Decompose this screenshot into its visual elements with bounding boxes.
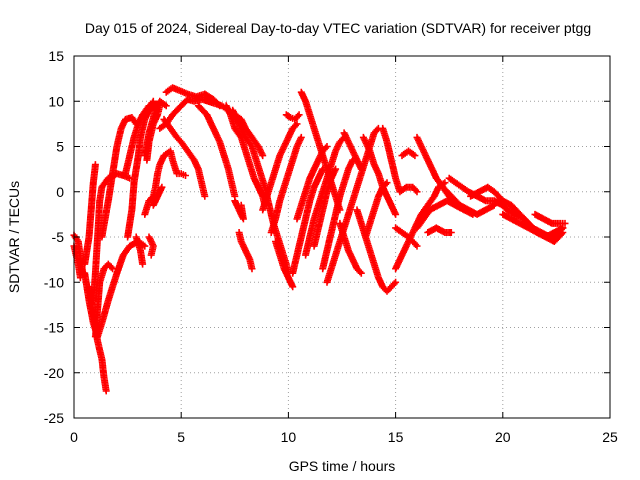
series-pass-28: [282, 111, 303, 123]
data-point-marker: [162, 102, 170, 110]
data-point-marker: [390, 280, 398, 288]
series-pass-49: [439, 183, 498, 218]
series-pass-53: [499, 210, 567, 241]
series-pass-20: [194, 102, 239, 200]
data-point-marker: [109, 265, 117, 273]
data-point-marker: [323, 143, 331, 150]
data-point-marker: [413, 242, 421, 250]
data-point-marker: [322, 144, 330, 152]
chart-title: Day 015 of 2024, Sidereal Day-to-day VTE…: [85, 20, 591, 36]
data-point-marker: [158, 183, 166, 191]
series-pass-31: [289, 165, 327, 277]
series-pass-38: [344, 124, 382, 218]
data-point-marker: [357, 269, 365, 277]
data-point-marker: [292, 121, 299, 129]
series-pass-11: [132, 233, 147, 268]
data-point-marker: [356, 268, 364, 276]
data-point-marker: [383, 179, 391, 187]
series-pass-10: [124, 97, 157, 241]
x-axis-ticks: 0 5 10 15 20 25: [70, 56, 618, 445]
data-point-marker: [141, 242, 149, 250]
data-point-marker: [319, 165, 327, 173]
series-pass-30: [293, 143, 331, 223]
y-tick-label: 0: [56, 184, 64, 200]
series-pass-45: [398, 147, 419, 160]
data-point-marker: [237, 201, 245, 209]
series-pass-33: [310, 165, 340, 250]
data-point-marker: [259, 152, 267, 160]
series-pass-05: [81, 161, 99, 268]
series-pass-18: [162, 84, 224, 110]
x-tick-label: 15: [388, 429, 404, 445]
series-pass-37: [336, 219, 365, 277]
series-pass-42: [379, 124, 421, 196]
series-pass-07: [91, 260, 117, 341]
data-point-marker: [297, 133, 305, 141]
series-pass-19: [160, 115, 209, 200]
x-tick-label: 10: [281, 429, 297, 445]
series-pass-24: [235, 229, 256, 273]
y-tick-label: -10: [44, 274, 64, 290]
y-tick-label: -5: [52, 229, 65, 245]
data-point-marker: [156, 102, 164, 110]
data-point-marker: [392, 278, 400, 286]
data-points: [70, 84, 569, 395]
series-pass-23: [231, 197, 247, 223]
y-axis-label: SDTVAR / TECUs: [6, 181, 22, 293]
y-axis-ticks: -25 -20 -15 -10 -5 0 5 10 15: [44, 48, 610, 426]
series-pass-34: [319, 156, 357, 273]
data-point-marker: [295, 111, 303, 119]
data-point-marker: [293, 120, 301, 128]
x-tick-label: 25: [602, 429, 618, 445]
data-point-marker: [413, 188, 421, 196]
y-tick-label: 10: [48, 93, 64, 109]
data-point-marker: [289, 283, 297, 291]
y-tick-label: -25: [44, 410, 64, 426]
data-point-marker: [102, 387, 110, 395]
data-point-marker: [201, 192, 209, 200]
series-pass-14: [143, 102, 164, 164]
y-tick-label: -20: [44, 365, 64, 381]
data-point-marker: [447, 229, 455, 236]
series-pass-12: [145, 233, 157, 259]
data-point-marker: [216, 102, 224, 110]
data-point-marker: [149, 97, 157, 105]
data-point-marker: [91, 161, 99, 169]
series-pass-16: [149, 183, 166, 209]
data-point-marker: [147, 251, 155, 259]
series-pass-41: [359, 133, 400, 218]
y-tick-label: -15: [44, 320, 64, 336]
series-pass-54: [531, 210, 569, 227]
data-point-marker: [294, 112, 302, 120]
series-pass-48: [424, 224, 455, 236]
series-pass-26: [267, 133, 305, 236]
data-point-marker: [139, 260, 147, 268]
x-tick-label: 0: [70, 429, 78, 445]
data-point-marker: [107, 263, 115, 271]
data-point-marker: [215, 101, 222, 108]
data-point-marker: [561, 219, 569, 227]
data-point-marker: [248, 265, 256, 273]
x-axis-label: GPS time / hours: [289, 458, 396, 474]
series-pass-25: [259, 120, 301, 214]
data-point-marker: [392, 210, 400, 218]
x-tick-label: 5: [177, 429, 185, 445]
data-point-marker: [285, 113, 293, 121]
data-point-marker: [411, 152, 419, 160]
series-pass-15: [141, 147, 189, 218]
series-pass-27: [272, 238, 297, 291]
data-point-marker: [373, 126, 381, 134]
y-tick-label: 15: [48, 48, 64, 64]
x-tick-label: 20: [495, 429, 511, 445]
data-point-marker: [332, 165, 340, 173]
data-point-marker: [182, 172, 189, 179]
y-tick-label: 5: [56, 139, 64, 155]
